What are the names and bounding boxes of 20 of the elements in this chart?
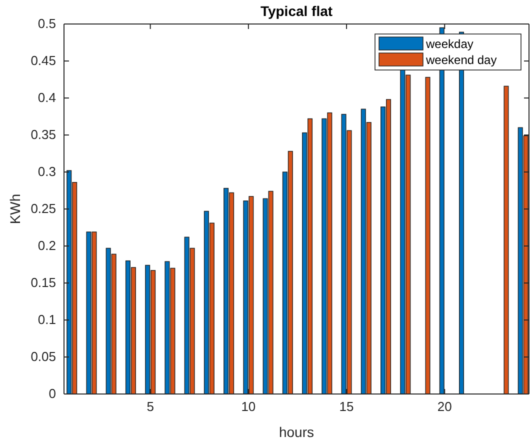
y-axis-title: KWh xyxy=(7,194,23,224)
y-tick-label: 0.35 xyxy=(30,127,56,142)
y-tick-label: 0.4 xyxy=(38,90,56,106)
x-tick-label: 15 xyxy=(339,399,354,414)
x-tick-label: 5 xyxy=(146,399,154,414)
x-tick-label: 10 xyxy=(241,399,256,414)
y-tick-label: 0.25 xyxy=(30,201,56,216)
y-tick-label: 0.1 xyxy=(38,312,56,328)
y-tick-label: 0.05 xyxy=(30,349,56,364)
y-tick-label: 0.2 xyxy=(38,238,56,254)
legend-label: weekend day xyxy=(425,53,497,67)
y-tick-label: 0.15 xyxy=(30,275,56,290)
y-tick-label: 0 xyxy=(48,386,56,402)
chart-title: Typical flat xyxy=(260,3,333,19)
x-axis-title: hours xyxy=(278,424,314,440)
legend-label: weekday xyxy=(425,37,474,51)
y-tick-label: 0.3 xyxy=(38,164,56,180)
y-tick-label: 0.45 xyxy=(30,53,56,68)
x-tick-label: 20 xyxy=(437,399,452,414)
y-tick-label: 0.5 xyxy=(38,16,56,32)
